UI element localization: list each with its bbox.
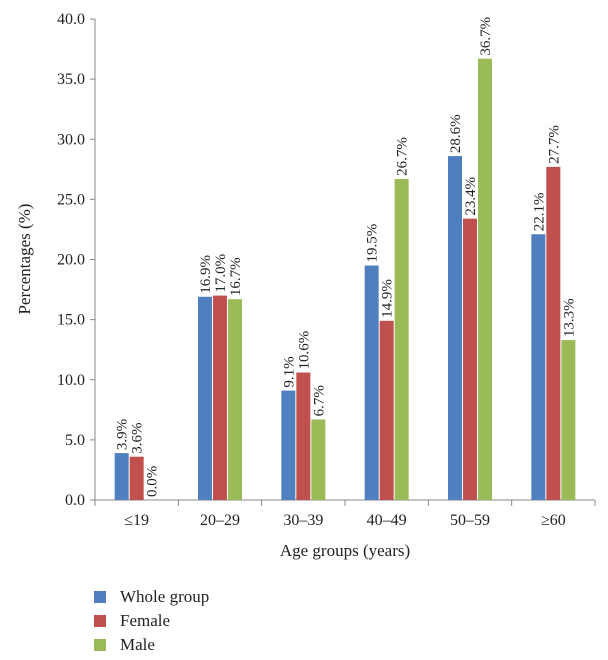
bar [531, 234, 546, 500]
data-label: 28.6% [448, 114, 464, 153]
data-labels: 3.9% 16.9% 9.1% 19.5% 28.6% 22.1% 3.6% 17.0% 10.… [115, 17, 578, 497]
bar [228, 299, 242, 500]
x-tick-label: 40–49 [367, 512, 407, 529]
legend-label-male: Male [120, 635, 155, 654]
data-label: 13.3% [561, 298, 577, 337]
bar [129, 456, 144, 500]
legend-label-female: Female [120, 611, 171, 630]
bar [198, 296, 212, 500]
y-tick-label: 10.0 [57, 372, 85, 389]
data-label: 14.9% [380, 279, 396, 318]
legend-item-whole-group: Whole group [94, 585, 209, 609]
bar [364, 265, 379, 500]
bars [114, 58, 576, 501]
data-label: 36.7% [478, 17, 494, 56]
bar [448, 156, 462, 500]
data-label: 6.7% [311, 385, 327, 416]
data-label: 0.0% [145, 466, 161, 497]
y-tick-label: 30.0 [57, 131, 85, 148]
bar [394, 178, 409, 500]
data-label: 22.1% [531, 192, 547, 231]
y-tick-label: 0.0 [65, 492, 85, 509]
data-label: 26.7% [395, 137, 411, 176]
bar [561, 340, 576, 500]
legend-swatch-male [94, 639, 106, 651]
bar [379, 320, 394, 500]
bar [478, 58, 492, 501]
data-label: 10.6% [296, 331, 312, 370]
x-tick-label: 30–39 [283, 512, 323, 529]
bar [213, 295, 227, 500]
y-tick-label: 40.0 [57, 11, 85, 28]
data-label: 27.7% [546, 125, 562, 164]
y-tick-label: 20.0 [57, 252, 85, 269]
axes [94, 19, 595, 501]
legend: Whole group Female Male [94, 585, 209, 657]
data-label: 17.0% [213, 254, 229, 293]
x-tick-label: ≤19 [124, 512, 149, 529]
x-tick-label: 20–29 [200, 512, 240, 529]
data-label: 3.9% [115, 419, 131, 450]
y-tick-label: 5.0 [65, 432, 85, 449]
bar-chart: 0.0 5.0 10.0 15.0 20.0 25.0 30.0 35.0 40.0 ≤19 20… [15, 11, 596, 560]
y-tick-label: 15.0 [57, 312, 85, 329]
data-label: 16.9% [198, 255, 214, 294]
data-label: 3.6% [130, 422, 146, 453]
legend-item-male: Male [94, 633, 209, 657]
legend-item-female: Female [94, 609, 209, 633]
data-label: 23.4% [463, 177, 479, 216]
x-tick-label: ≥60 [541, 512, 566, 529]
x-tick-label: 50–59 [450, 512, 490, 529]
data-label: 16.7% [228, 257, 244, 296]
x-ticks: ≤19 20–29 30–39 40–49 50–59 ≥60 [94, 500, 596, 529]
bar [296, 372, 311, 500]
bar [546, 166, 561, 500]
legend-swatch-female [94, 615, 106, 627]
bar [463, 218, 477, 501]
x-axis-title: Age groups (years) [280, 541, 410, 560]
y-axis-title: Percentages (%) [15, 204, 34, 315]
bar [311, 419, 326, 500]
y-tick-label: 35.0 [57, 71, 85, 88]
bar [281, 390, 296, 500]
bar [114, 453, 129, 500]
data-label: 9.1% [281, 356, 297, 387]
legend-swatch-whole-group [94, 591, 106, 603]
data-label: 19.5% [365, 224, 381, 263]
y-ticks: 0.0 5.0 10.0 15.0 20.0 25.0 30.0 35.0 40.0 [57, 11, 95, 509]
y-tick-label: 25.0 [57, 191, 85, 208]
legend-label-whole-group: Whole group [120, 587, 210, 606]
